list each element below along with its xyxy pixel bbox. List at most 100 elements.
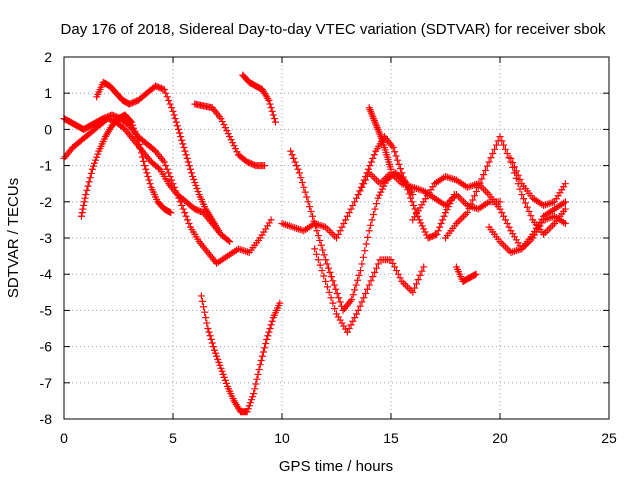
- data-point: [264, 332, 272, 340]
- data-point: [547, 223, 555, 231]
- data-point: [81, 194, 89, 202]
- data-point: [182, 151, 190, 159]
- data-point: [314, 256, 322, 264]
- data-point: [233, 148, 241, 156]
- x-axis-label: GPS time / hours: [279, 458, 393, 475]
- data-point: [375, 191, 383, 199]
- data-point: [329, 299, 337, 307]
- data-point: [547, 199, 555, 207]
- data-point: [481, 166, 489, 174]
- data-point: [349, 317, 357, 325]
- data-point: [313, 250, 321, 258]
- data-point: [325, 227, 333, 235]
- chart-title: Day 176 of 2018, Sidereal Day-to-day VTE…: [61, 21, 606, 38]
- series-trace-17: [507, 154, 569, 209]
- data-point: [420, 225, 428, 233]
- data-point: [362, 240, 370, 248]
- data-point: [347, 321, 355, 329]
- data-point: [420, 263, 428, 271]
- data-point: [394, 156, 402, 164]
- data-point: [162, 162, 170, 170]
- data-point: [500, 241, 508, 249]
- data-point: [367, 221, 375, 229]
- data-point: [501, 243, 509, 251]
- data-point: [310, 217, 318, 225]
- data-point: [270, 115, 278, 123]
- data-point: [489, 150, 497, 158]
- data-point: [367, 277, 375, 285]
- data-point: [342, 216, 350, 224]
- data-point: [226, 133, 234, 141]
- data-point: [356, 267, 364, 275]
- data-point: [198, 297, 206, 305]
- x-tick-label: 5: [169, 430, 177, 446]
- y-tick-label: -4: [40, 266, 53, 282]
- data-point: [336, 227, 344, 235]
- data-point: [184, 216, 192, 224]
- data-point: [372, 200, 380, 208]
- data-point: [352, 194, 360, 202]
- data-point: [398, 277, 406, 285]
- series-trace-09: [287, 147, 417, 314]
- data-point: [394, 270, 402, 278]
- data-point: [224, 236, 232, 244]
- data-point: [311, 222, 319, 230]
- data-point: [80, 201, 88, 209]
- data-point: [436, 223, 444, 231]
- data-point: [167, 209, 175, 217]
- data-point: [180, 144, 188, 151]
- data-point: [469, 182, 477, 190]
- data-point: [203, 319, 211, 327]
- series-trace-12: [365, 104, 395, 173]
- y-tick-label: -6: [40, 339, 53, 355]
- data-point: [252, 380, 260, 388]
- data-point: [454, 218, 462, 226]
- data-point: [282, 221, 290, 229]
- data-point: [177, 133, 185, 141]
- data-point: [414, 276, 422, 284]
- data-point: [446, 200, 454, 208]
- data-point: [360, 294, 368, 302]
- data-point: [411, 284, 419, 292]
- data-point: [210, 346, 218, 354]
- data-point: [333, 290, 341, 298]
- data-point: [340, 220, 348, 228]
- data-point: [367, 158, 375, 166]
- data-point: [291, 224, 299, 232]
- data-point: [356, 187, 364, 195]
- data-point: [166, 100, 174, 108]
- data-point: [221, 376, 229, 384]
- data-point: [327, 294, 335, 302]
- data-point: [193, 185, 201, 193]
- data-point: [262, 340, 270, 348]
- data-point: [93, 153, 101, 161]
- data-point: [283, 221, 291, 229]
- data-point: [456, 216, 464, 224]
- data-point: [521, 199, 529, 207]
- data-point: [267, 216, 275, 224]
- data-point: [184, 158, 192, 166]
- data-point: [445, 174, 453, 182]
- y-tick-label: -2: [40, 194, 53, 210]
- y-tick-label: 2: [44, 49, 52, 65]
- data-point: [520, 195, 528, 203]
- data-point: [216, 361, 224, 369]
- data-point: [253, 375, 261, 383]
- data-point: [343, 212, 351, 220]
- data-point: [261, 162, 269, 170]
- data-point: [200, 303, 208, 311]
- data-point: [389, 259, 397, 267]
- data-point: [287, 147, 295, 155]
- data-point: [287, 223, 295, 231]
- data-point: [498, 137, 506, 145]
- data-point: [370, 210, 378, 218]
- data-point: [266, 325, 274, 332]
- data-point: [271, 118, 279, 126]
- data-point: [331, 305, 339, 313]
- data-point: [317, 241, 325, 249]
- data-point: [396, 274, 404, 282]
- data-point: [265, 96, 273, 104]
- data-point: [516, 185, 524, 193]
- data-point: [83, 186, 91, 194]
